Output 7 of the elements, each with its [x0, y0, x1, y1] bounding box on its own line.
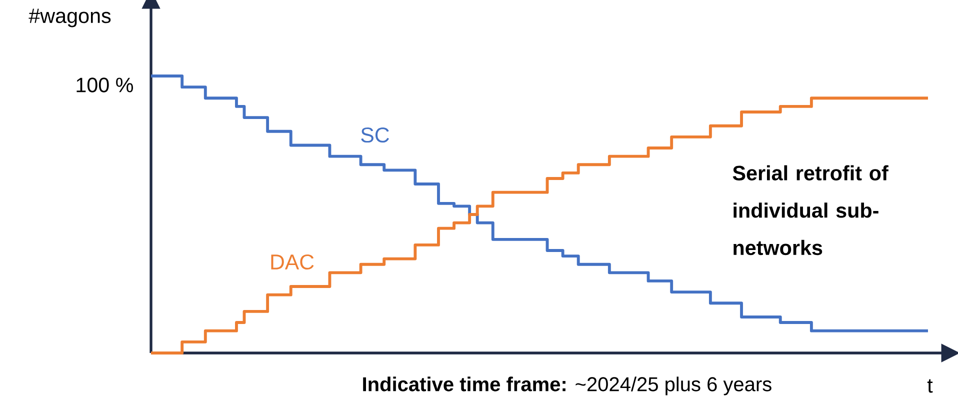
x-axis-title: Indicative time frame: ~2024/25 plus 6 years	[363, 376, 772, 396]
text: t	[927, 379, 933, 393]
annotation: Serial retrofit of individual sub-networks	[732, 165, 888, 256]
series-label: DAC	[271, 254, 314, 270]
text: 100 %	[76, 78, 133, 92]
series-label: SC	[361, 127, 389, 143]
y-axis-title: #wagons	[28, 8, 111, 28]
